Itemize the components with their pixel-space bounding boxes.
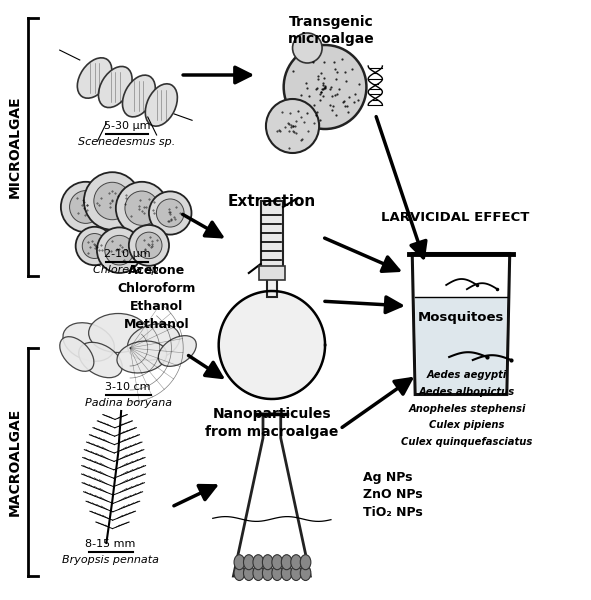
Ellipse shape — [281, 554, 292, 570]
Ellipse shape — [281, 565, 292, 581]
Ellipse shape — [253, 554, 264, 570]
Circle shape — [84, 172, 141, 230]
Circle shape — [82, 233, 107, 259]
Text: Extraction: Extraction — [228, 193, 316, 208]
Circle shape — [293, 33, 322, 63]
Ellipse shape — [262, 565, 273, 581]
Polygon shape — [415, 297, 507, 392]
Circle shape — [129, 225, 169, 266]
Bar — [259, 266, 285, 280]
Text: Aedes albopictus: Aedes albopictus — [419, 387, 515, 397]
Polygon shape — [233, 414, 310, 576]
Ellipse shape — [117, 341, 167, 373]
Circle shape — [284, 45, 366, 129]
Circle shape — [116, 182, 168, 235]
Circle shape — [136, 232, 162, 259]
Ellipse shape — [158, 335, 196, 367]
Bar — [261, 201, 283, 267]
Ellipse shape — [63, 323, 115, 361]
Text: Scenedesmus sp.: Scenedesmus sp. — [79, 137, 176, 147]
Circle shape — [157, 199, 184, 227]
Text: Chlorella sp.: Chlorella sp. — [93, 265, 161, 275]
Bar — [267, 264, 277, 297]
Ellipse shape — [99, 67, 132, 107]
Text: Transgenic
microalgae: Transgenic microalgae — [288, 15, 374, 46]
Ellipse shape — [300, 554, 311, 570]
Circle shape — [266, 99, 319, 153]
Ellipse shape — [77, 58, 112, 98]
Ellipse shape — [60, 337, 94, 371]
Ellipse shape — [128, 324, 180, 360]
Circle shape — [125, 191, 159, 226]
Circle shape — [70, 191, 102, 223]
Text: Acetone
Chloroform
Ethanol
Methanol: Acetone Chloroform Ethanol Methanol — [118, 263, 196, 331]
Ellipse shape — [243, 565, 254, 581]
Ellipse shape — [122, 75, 155, 117]
Ellipse shape — [262, 554, 273, 570]
Circle shape — [94, 182, 131, 220]
Circle shape — [105, 235, 134, 265]
Text: Nanoparticules
from macroalgae: Nanoparticules from macroalgae — [205, 407, 339, 439]
Ellipse shape — [89, 313, 148, 352]
Ellipse shape — [243, 554, 254, 570]
Text: MACROALGAE: MACROALGAE — [8, 408, 22, 516]
Circle shape — [76, 227, 113, 265]
Ellipse shape — [79, 343, 122, 377]
Ellipse shape — [291, 565, 301, 581]
Text: 8-15 mm: 8-15 mm — [85, 539, 136, 549]
Polygon shape — [413, 253, 509, 395]
Text: 3-10 cm: 3-10 cm — [106, 382, 151, 392]
Ellipse shape — [234, 565, 245, 581]
Text: 2-10 μm: 2-10 μm — [104, 249, 150, 259]
Polygon shape — [219, 291, 325, 399]
Text: Mosquitoes: Mosquitoes — [418, 311, 504, 325]
Text: Culex quinquefasciatus: Culex quinquefasciatus — [401, 437, 532, 447]
Circle shape — [61, 182, 111, 232]
Text: Bryopsis pennata: Bryopsis pennata — [62, 555, 159, 565]
Ellipse shape — [253, 565, 264, 581]
Ellipse shape — [291, 554, 301, 570]
Ellipse shape — [145, 84, 177, 126]
Text: Aedes aegypti: Aedes aegypti — [427, 370, 507, 380]
Ellipse shape — [300, 565, 311, 581]
Circle shape — [97, 227, 142, 273]
Ellipse shape — [272, 554, 282, 570]
Ellipse shape — [234, 554, 245, 570]
Text: Culex pipiens: Culex pipiens — [429, 421, 505, 430]
Text: LARVICIDAL EFFECT: LARVICIDAL EFFECT — [381, 211, 530, 224]
Text: Padina boryana: Padina boryana — [85, 398, 172, 408]
Ellipse shape — [272, 565, 282, 581]
Text: 5-30 μm: 5-30 μm — [104, 121, 150, 131]
Text: MICROALGAE: MICROALGAE — [8, 95, 22, 199]
Circle shape — [149, 191, 191, 235]
Text: Ag NPs
ZnO NPs
TiO₂ NPs: Ag NPs ZnO NPs TiO₂ NPs — [363, 470, 423, 520]
Text: Anopheles stephensi: Anopheles stephensi — [408, 404, 525, 413]
